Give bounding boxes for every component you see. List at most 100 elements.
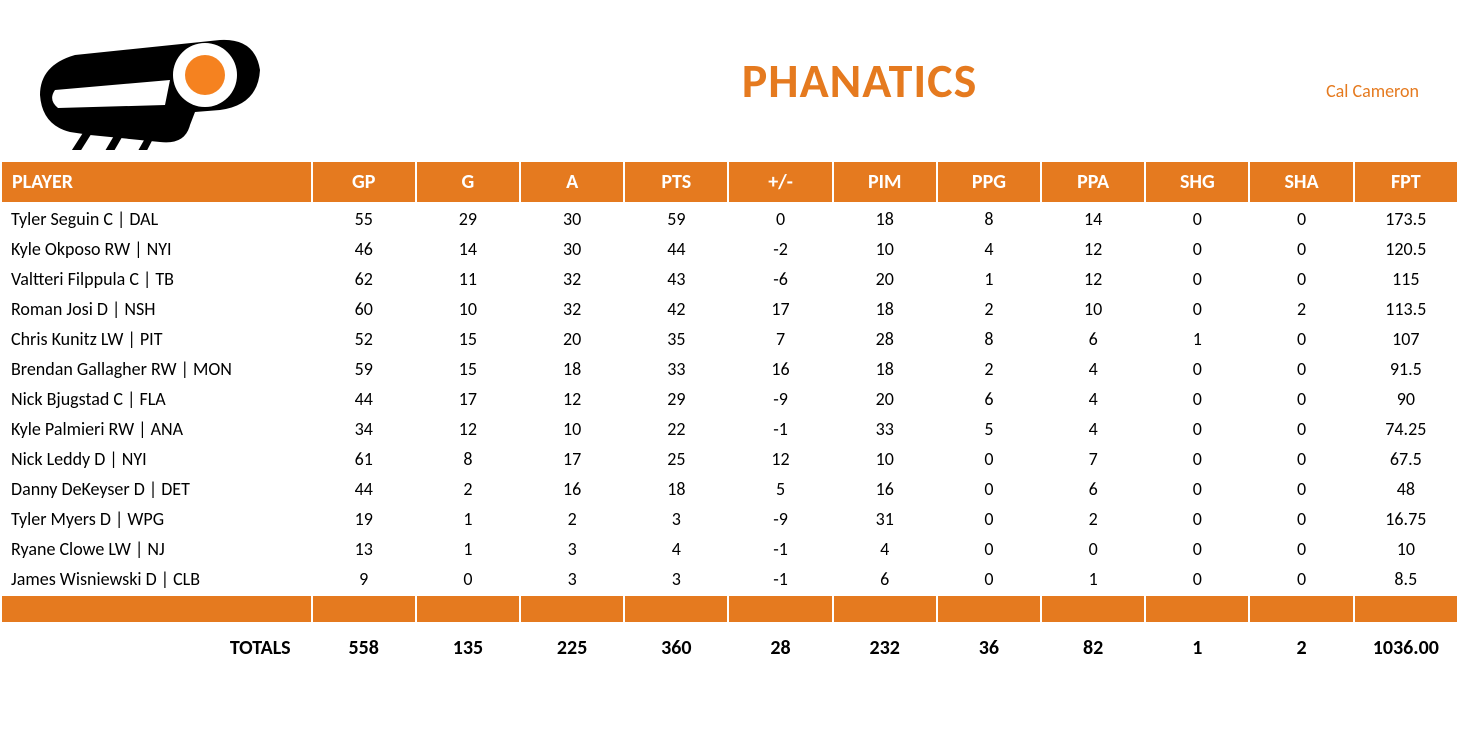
cell-fpt: 16.75 — [1354, 504, 1458, 534]
col-header-fpt: FPT — [1354, 161, 1458, 203]
cell-ppg: 0 — [937, 444, 1041, 474]
totals-pm: 28 — [728, 623, 832, 672]
team-title: PHANATICS — [280, 51, 1439, 110]
cell-shg: 0 — [1145, 203, 1249, 234]
cell-g: 15 — [416, 324, 520, 354]
cell-fpt: 48 — [1354, 474, 1458, 504]
cell-sha: 0 — [1249, 264, 1353, 294]
cell-pm: 5 — [728, 474, 832, 504]
cell-pm: 7 — [728, 324, 832, 354]
table-row: Roman Josi D | NSH60103242171821002113.5 — [1, 294, 1458, 324]
cell-gp: 46 — [312, 234, 416, 264]
cell-pm: -9 — [728, 504, 832, 534]
cell-pm: 16 — [728, 354, 832, 384]
totals-gp: 558 — [312, 623, 416, 672]
totals-label: TOTALS — [1, 623, 312, 672]
cell-ppg: 1 — [937, 264, 1041, 294]
cell-ppg: 8 — [937, 324, 1041, 354]
table-header-row: PLAYER GP G A PTS +/- PIM PPG PPA SHG SH… — [1, 161, 1458, 203]
cell-ppa: 1 — [1041, 564, 1145, 595]
col-header-player: PLAYER — [1, 161, 312, 203]
cell-pm: -9 — [728, 384, 832, 414]
cell-ppa: 0 — [1041, 534, 1145, 564]
cell-a: 30 — [520, 203, 624, 234]
cell-pim: 10 — [833, 444, 937, 474]
cell-ppg: 0 — [937, 564, 1041, 595]
cell-fpt: 10 — [1354, 534, 1458, 564]
cell-a: 20 — [520, 324, 624, 354]
col-header-ppa: PPA — [1041, 161, 1145, 203]
cell-pim: 18 — [833, 203, 937, 234]
cell-sha: 0 — [1249, 324, 1353, 354]
cell-a: 18 — [520, 354, 624, 384]
cell-sha: 0 — [1249, 414, 1353, 444]
cell-pts: 4 — [624, 534, 728, 564]
cell-pim: 33 — [833, 414, 937, 444]
col-header-shg: SHG — [1145, 161, 1249, 203]
cell-pts: 42 — [624, 294, 728, 324]
cell-pm: 12 — [728, 444, 832, 474]
owner-name: Cal Cameron — [1326, 80, 1419, 102]
cell-fpt: 67.5 — [1354, 444, 1458, 474]
cell-shg: 0 — [1145, 504, 1249, 534]
cell-shg: 0 — [1145, 564, 1249, 595]
cell-g: 29 — [416, 203, 520, 234]
totals-sha: 2 — [1249, 623, 1353, 672]
cell-player: Roman Josi D | NSH — [1, 294, 312, 324]
table-row: Kyle Palmieri RW | ANA34121022-133540074… — [1, 414, 1458, 444]
cell-pm: -6 — [728, 264, 832, 294]
table-row: Chris Kunitz LW | PIT521520357288610107 — [1, 324, 1458, 354]
cell-g: 0 — [416, 564, 520, 595]
cell-player: Ryane Clowe LW | NJ — [1, 534, 312, 564]
cell-pim: 4 — [833, 534, 937, 564]
cell-g: 1 — [416, 534, 520, 564]
cell-ppa: 4 — [1041, 384, 1145, 414]
cell-gp: 44 — [312, 384, 416, 414]
cell-pts: 33 — [624, 354, 728, 384]
cell-player: Tyler Myers D | WPG — [1, 504, 312, 534]
cell-player: James Wisniewski D | CLB — [1, 564, 312, 595]
cell-gp: 34 — [312, 414, 416, 444]
cell-fpt: 8.5 — [1354, 564, 1458, 595]
cell-ppa: 12 — [1041, 234, 1145, 264]
cell-pts: 3 — [624, 504, 728, 534]
totals-row: TOTALS 558 135 225 360 28 232 36 82 1 2 … — [1, 623, 1458, 672]
cell-ppa: 12 — [1041, 264, 1145, 294]
cell-shg: 0 — [1145, 414, 1249, 444]
totals-ppa: 82 — [1041, 623, 1145, 672]
cell-player: Nick Bjugstad C | FLA — [1, 384, 312, 414]
cell-fpt: 173.5 — [1354, 203, 1458, 234]
cell-sha: 0 — [1249, 234, 1353, 264]
cell-sha: 0 — [1249, 474, 1353, 504]
cell-shg: 0 — [1145, 234, 1249, 264]
cell-ppg: 0 — [937, 504, 1041, 534]
cell-a: 3 — [520, 534, 624, 564]
cell-gp: 60 — [312, 294, 416, 324]
cell-gp: 61 — [312, 444, 416, 474]
cell-ppa: 6 — [1041, 324, 1145, 354]
cell-ppa: 7 — [1041, 444, 1145, 474]
cell-sha: 0 — [1249, 564, 1353, 595]
cell-ppa: 4 — [1041, 354, 1145, 384]
cell-a: 32 — [520, 294, 624, 324]
cell-shg: 0 — [1145, 264, 1249, 294]
cell-g: 12 — [416, 414, 520, 444]
cell-g: 8 — [416, 444, 520, 474]
table-row: Tyler Myers D | WPG19123-931020016.75 — [1, 504, 1458, 534]
cell-player: Tyler Seguin C | DAL — [1, 203, 312, 234]
cell-shg: 0 — [1145, 474, 1249, 504]
totals-a: 225 — [520, 623, 624, 672]
cell-g: 11 — [416, 264, 520, 294]
cell-pts: 18 — [624, 474, 728, 504]
cell-sha: 2 — [1249, 294, 1353, 324]
cell-ppg: 8 — [937, 203, 1041, 234]
cell-a: 32 — [520, 264, 624, 294]
cell-ppg: 2 — [937, 294, 1041, 324]
cell-pm: 17 — [728, 294, 832, 324]
cell-fpt: 113.5 — [1354, 294, 1458, 324]
cell-ppg: 5 — [937, 414, 1041, 444]
table-row: Brendan Gallagher RW | MON59151833161824… — [1, 354, 1458, 384]
col-header-g: G — [416, 161, 520, 203]
cell-g: 2 — [416, 474, 520, 504]
cell-pim: 20 — [833, 384, 937, 414]
